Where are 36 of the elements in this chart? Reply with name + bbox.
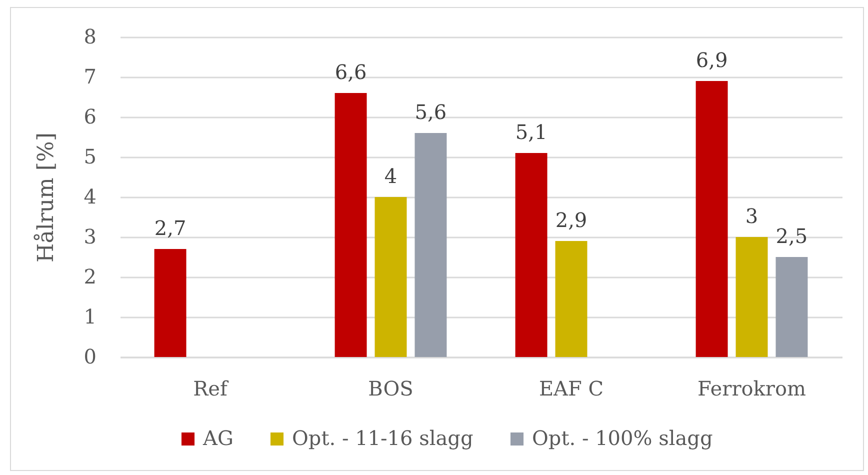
y-tick-label: 0 (84, 344, 96, 368)
bar (776, 257, 808, 357)
legend-label: AG (202, 426, 234, 450)
x-tick-label: EAF C (538, 376, 604, 400)
chart-frame: Ref BOS EAF C Ferrokrom 0 1 2 3 4 5 6 7 8 Hålrum [%] 2,7 6,6 5,1 6,9 4 2,9 3 5,6 2,5 AG Opt. - 11-16 slagg Opt. - 100% slagg (10, 7, 864, 471)
y-tick-label: 8 (84, 24, 96, 48)
bar (414, 133, 447, 357)
y-tick-label: 5 (84, 144, 96, 168)
y-tick-label: 6 (84, 104, 96, 128)
y-tick-label: 7 (84, 64, 96, 88)
y-tick-label: 3 (84, 224, 96, 248)
y-tick-label: 1 (84, 304, 96, 328)
y-axis-title: Hålrum [%] (32, 132, 59, 262)
data-label: 2,7 (154, 216, 186, 240)
data-label: 5,6 (414, 100, 447, 124)
bar (374, 197, 407, 357)
y-tick-label: 4 (84, 184, 96, 208)
data-label: 6,6 (334, 60, 367, 84)
bar (555, 241, 588, 357)
legend-label: Opt. - 11-16 slagg (292, 426, 474, 450)
y-tick-label: 2 (84, 264, 96, 288)
data-label: 5,1 (515, 120, 548, 144)
data-label: 2,5 (776, 224, 808, 248)
data-label: 3 (745, 204, 758, 228)
x-tick-label: Ref (193, 376, 229, 400)
bar (515, 153, 548, 357)
bar (736, 237, 768, 357)
data-label: 6,9 (696, 48, 728, 72)
bar (154, 249, 186, 357)
bar (334, 93, 367, 357)
x-tick-label: BOS (368, 376, 414, 400)
data-label: 2,9 (555, 208, 588, 232)
bar (696, 81, 728, 357)
x-tick-label: Ferrokrom (698, 376, 806, 400)
data-label: 4 (384, 164, 398, 188)
legend-label: Opt. - 100% slagg (532, 426, 713, 450)
